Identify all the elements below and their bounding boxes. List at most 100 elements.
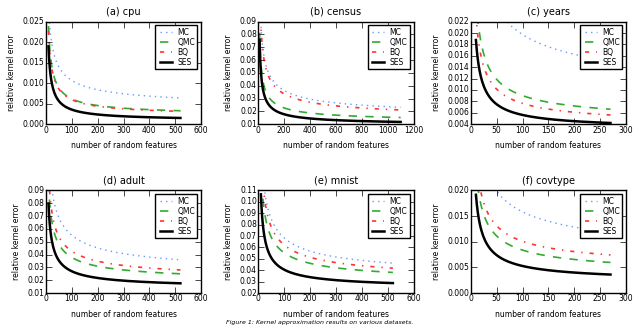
QMC bbox=[472, 166, 480, 170]
QMC bbox=[262, 220, 270, 224]
QMC bbox=[516, 247, 524, 251]
SES bbox=[565, 270, 573, 274]
SES bbox=[378, 281, 385, 285]
Y-axis label: relative kernel error: relative kernel error bbox=[6, 35, 15, 111]
SES bbox=[265, 251, 273, 255]
QMC bbox=[177, 109, 184, 113]
SES bbox=[257, 192, 265, 196]
BQ bbox=[177, 268, 184, 272]
Legend: MC, QMC, BQ, SES: MC, QMC, BQ, SES bbox=[580, 194, 622, 238]
QMC bbox=[165, 271, 173, 275]
QMC bbox=[45, 24, 52, 28]
Line: MC: MC bbox=[260, 0, 401, 107]
Legend: MC, QMC, BQ, SES: MC, QMC, BQ, SES bbox=[155, 25, 197, 69]
Y-axis label: relative kernel error: relative kernel error bbox=[431, 203, 440, 280]
BQ bbox=[342, 105, 350, 109]
MC bbox=[565, 51, 573, 55]
Text: Figure 1: Kernel approximation results on various datasets.: Figure 1: Kernel approximation results o… bbox=[227, 320, 413, 325]
SES bbox=[342, 119, 350, 123]
Title: (a) cpu: (a) cpu bbox=[106, 7, 141, 17]
QMC bbox=[177, 272, 184, 276]
MC bbox=[378, 260, 385, 264]
MC bbox=[472, 105, 480, 109]
Title: (f) covtype: (f) covtype bbox=[522, 175, 575, 185]
MC bbox=[256, 2, 264, 6]
BQ bbox=[548, 108, 556, 111]
SES bbox=[565, 119, 573, 123]
MC bbox=[383, 105, 391, 109]
QMC bbox=[282, 252, 289, 256]
SES bbox=[262, 243, 270, 247]
SES bbox=[516, 112, 524, 116]
BQ bbox=[397, 108, 404, 112]
BQ bbox=[80, 102, 88, 106]
SES bbox=[80, 273, 88, 277]
SES bbox=[607, 273, 614, 276]
X-axis label: number of random features: number of random features bbox=[283, 310, 389, 319]
Line: BQ: BQ bbox=[476, 154, 611, 255]
MC bbox=[607, 230, 614, 234]
BQ bbox=[262, 207, 270, 211]
SES bbox=[256, 38, 264, 42]
MC bbox=[45, 4, 52, 8]
Line: QMC: QMC bbox=[476, 168, 611, 262]
BQ bbox=[516, 101, 524, 105]
BQ bbox=[339, 105, 347, 109]
SES bbox=[282, 268, 289, 272]
MC bbox=[170, 96, 178, 99]
MC bbox=[340, 102, 348, 106]
BQ bbox=[165, 267, 173, 271]
BQ bbox=[383, 266, 390, 270]
QMC bbox=[256, 46, 264, 50]
Line: QMC: QMC bbox=[476, 0, 611, 109]
QMC bbox=[543, 100, 550, 104]
SES bbox=[170, 116, 178, 120]
SES bbox=[50, 89, 58, 93]
QMC bbox=[565, 257, 573, 261]
BQ bbox=[583, 251, 591, 255]
QMC bbox=[374, 115, 382, 119]
Y-axis label: relative kernel error: relative kernel error bbox=[431, 35, 440, 111]
BQ bbox=[565, 110, 573, 114]
QMC bbox=[583, 259, 591, 263]
BQ bbox=[45, 29, 52, 33]
MC bbox=[397, 105, 404, 109]
MC bbox=[282, 237, 289, 241]
MC bbox=[543, 44, 550, 48]
MC bbox=[45, 142, 52, 146]
BQ bbox=[69, 250, 77, 254]
QMC bbox=[257, 163, 265, 167]
MC bbox=[548, 220, 556, 224]
SES bbox=[383, 281, 390, 285]
SES bbox=[80, 111, 88, 114]
Title: (b) census: (b) census bbox=[310, 7, 362, 17]
Line: MC: MC bbox=[261, 137, 393, 263]
X-axis label: number of random features: number of random features bbox=[495, 310, 602, 319]
Line: BQ: BQ bbox=[49, 171, 180, 270]
X-axis label: number of random features: number of random features bbox=[283, 141, 389, 151]
MC bbox=[525, 37, 533, 40]
BQ bbox=[548, 246, 556, 250]
X-axis label: number of random features: number of random features bbox=[70, 310, 177, 319]
QMC bbox=[265, 230, 273, 233]
Line: SES: SES bbox=[260, 40, 401, 122]
BQ bbox=[543, 245, 550, 249]
SES bbox=[583, 272, 591, 275]
BQ bbox=[472, 12, 480, 16]
MC bbox=[565, 224, 573, 228]
Line: BQ: BQ bbox=[261, 146, 393, 268]
SES bbox=[516, 263, 524, 267]
MC bbox=[342, 102, 350, 106]
Legend: MC, QMC, BQ, SES: MC, QMC, BQ, SES bbox=[155, 194, 197, 238]
BQ bbox=[282, 244, 289, 248]
Line: QMC: QMC bbox=[49, 183, 180, 274]
MC bbox=[69, 234, 77, 238]
MC bbox=[389, 261, 397, 265]
MC bbox=[69, 79, 77, 83]
BQ bbox=[383, 108, 391, 111]
BQ bbox=[525, 103, 533, 107]
QMC bbox=[340, 114, 348, 118]
SES bbox=[607, 121, 614, 125]
QMC bbox=[80, 261, 88, 265]
Line: QMC: QMC bbox=[49, 26, 180, 111]
